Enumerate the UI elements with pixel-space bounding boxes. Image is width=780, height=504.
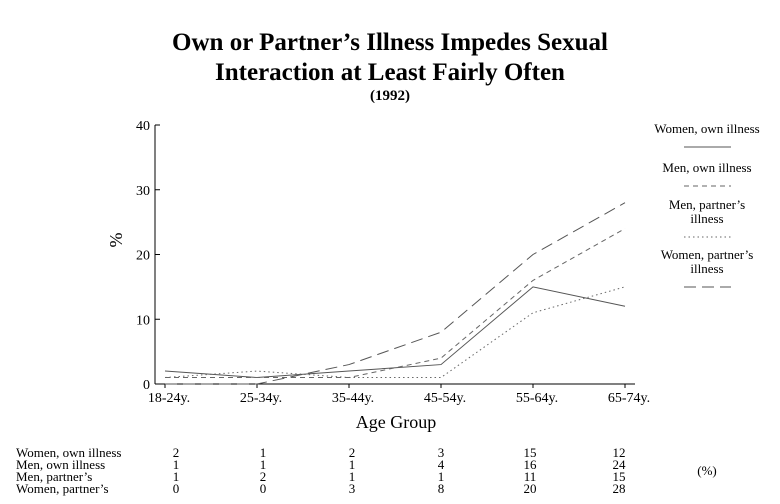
table-cell: 12 — [613, 445, 626, 460]
series-line-3 — [164, 286, 626, 379]
table-row-label: Women, own illness — [16, 445, 121, 460]
series-line-1 — [164, 286, 626, 379]
y-axis-ticks: 0 10 20 30 40 — [136, 119, 160, 393]
table-unit: (%) — [697, 463, 717, 478]
series-line-4 — [165, 202, 626, 385]
table-cell: 2 — [260, 469, 267, 484]
y-tick-label: 0 — [143, 378, 150, 393]
table-cell: 24 — [613, 457, 627, 472]
x-tick-label: 25-34y. — [240, 391, 282, 406]
y-axis-label: % — [106, 233, 126, 248]
x-tick-label: 55-64y. — [516, 391, 558, 406]
legend-label: Men, own illness — [662, 160, 751, 175]
x-tick-label: 18-24y. — [148, 391, 190, 406]
table-cell: 11 — [524, 469, 537, 484]
table-cell: 1 — [260, 457, 267, 472]
table-row-label: Men, own illness — [16, 457, 105, 472]
table-cell: 0 — [173, 481, 180, 496]
x-axis-label: Age Group — [356, 412, 436, 432]
x-tick-label: 65-74y. — [608, 391, 650, 406]
table-cell: 28 — [613, 481, 626, 496]
legend-label: Women, partner’s — [661, 247, 754, 262]
table-cell: 1 — [349, 469, 356, 484]
table-cell: 3 — [438, 445, 445, 460]
x-tick-label: 45-54y. — [424, 391, 466, 406]
table-cell: 16 — [524, 457, 538, 472]
x-axis-ticks: 18-24y. 25-34y. 35-44y. 45-54y. 55-64y. 65-74… — [148, 384, 650, 406]
table-cell: 1 — [349, 457, 356, 472]
table-cell: 8 — [438, 481, 445, 496]
series-lines — [164, 202, 626, 385]
table-cell: 0 — [260, 481, 267, 496]
table-cell: 20 — [524, 481, 537, 496]
legend-label: illness — [690, 211, 723, 226]
legend-label: illness — [690, 261, 723, 276]
x-tick-label: 35-44y. — [332, 391, 374, 406]
table-cell: 15 — [524, 445, 537, 460]
chart-subtitle: (1992) — [370, 88, 410, 104]
legend-label: Men, partner’s — [669, 197, 745, 212]
table-cell: 1 — [438, 469, 445, 484]
table-cell: 2 — [173, 445, 180, 460]
legend-label: Women, own illness — [654, 121, 759, 136]
series-line-2 — [165, 228, 626, 379]
table-cell: 1 — [173, 469, 180, 484]
y-tick-label: 20 — [136, 249, 150, 264]
table-row-label: Men, partner’s — [16, 469, 92, 484]
table-cell: 4 — [438, 457, 445, 472]
y-tick-label: 10 — [136, 313, 150, 328]
y-tick-label: 30 — [136, 184, 150, 199]
table-cell: 1 — [260, 445, 267, 460]
table-cell: 15 — [613, 469, 626, 484]
table-cell: 1 — [173, 457, 180, 472]
table-cell: 2 — [349, 445, 356, 460]
chart-title: Own or Partner’s Illness Impedes Sexual … — [172, 29, 608, 86]
table-row-label: Women, partner’s — [16, 481, 109, 496]
chart-axes — [154, 125, 635, 385]
chart-legend: Women, own illness Men, own illness Men, p… — [654, 121, 760, 288]
table-cell: 3 — [349, 481, 356, 496]
y-tick-label: 40 — [136, 119, 150, 134]
